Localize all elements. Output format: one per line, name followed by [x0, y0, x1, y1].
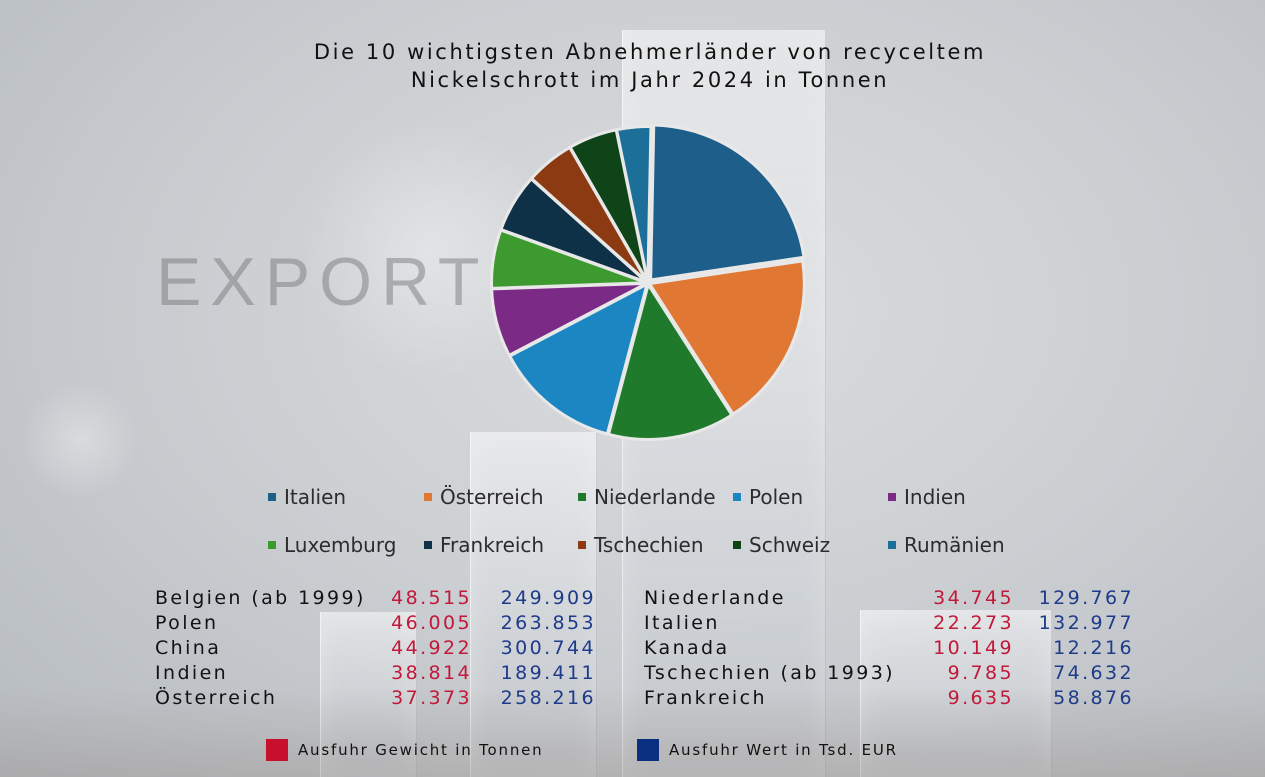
legend-item-indien: Indien — [888, 485, 966, 509]
legend-swatch — [733, 493, 741, 501]
legend-item-schweiz: Schweiz — [733, 533, 830, 557]
key-value-swatch — [637, 739, 659, 761]
country-name: Indien — [155, 662, 229, 684]
legend-swatch — [424, 493, 432, 501]
legend-item-niederlande: Niederlande — [578, 485, 716, 509]
chart-title-line-2: Nickelschrott im Jahr 2024 in Tonnen — [410, 68, 890, 92]
legend-item-frankreich: Frankreich — [424, 533, 544, 557]
legend-swatch — [733, 541, 741, 549]
legend-label: Rumänien — [904, 533, 1005, 557]
key-value-label: Ausfuhr Wert in Tsd. EUR — [669, 741, 898, 759]
country-name: Belgien (ab 1999) — [155, 587, 366, 609]
pie-slice-österreich — [646, 259, 806, 417]
pie-slice-italien — [649, 123, 806, 282]
export-value: 129.767 — [1038, 587, 1134, 609]
table-row: Österreich 37.373 258.216 — [155, 687, 600, 711]
table-row: Italien 22.273 132.977 — [644, 612, 1134, 636]
table-row: Tschechien (ab 1993) 9.785 74.632 — [644, 662, 1134, 686]
pie-slice-polen — [507, 281, 650, 436]
legend-item-italien: Italien — [268, 485, 346, 509]
legend-label: Tschechien — [594, 533, 704, 557]
legend-item-polen: Polen — [733, 485, 803, 509]
export-value: 189.411 — [500, 662, 596, 684]
key-weight-label: Ausfuhr Gewicht in Tonnen — [298, 741, 544, 759]
legend-swatch — [578, 493, 586, 501]
legend-swatch — [888, 541, 896, 549]
legend-item-österreich: Österreich — [424, 485, 544, 509]
legend-item-tschechien: Tschechien — [578, 533, 704, 557]
export-weight: 9.635 — [947, 687, 1014, 709]
export-weight: 10.149 — [933, 637, 1014, 659]
country-name: Österreich — [155, 687, 278, 709]
export-weight: 22.273 — [933, 612, 1014, 634]
key-weight: Ausfuhr Gewicht in Tonnen — [266, 738, 544, 762]
legend-label: Niederlande — [594, 485, 716, 509]
chart-title: Die 10 wichtigsten Abnehmerländer von re… — [0, 38, 1265, 94]
export-weight: 37.373 — [391, 687, 472, 709]
key-value: Ausfuhr Wert in Tsd. EUR — [637, 738, 898, 762]
legend-swatch — [888, 493, 896, 501]
export-weight: 9.785 — [947, 662, 1014, 684]
table-row: Frankreich 9.635 58.876 — [644, 687, 1134, 711]
export-weight: 46.005 — [391, 612, 472, 634]
legend-swatch — [268, 541, 276, 549]
country-name: Tschechien (ab 1993) — [644, 662, 895, 684]
legend-label: Polen — [749, 485, 804, 509]
legend-item-luxemburg: Luxemburg — [268, 533, 396, 557]
pie-slice-rumänien — [614, 125, 653, 282]
export-value: 12.216 — [1053, 637, 1134, 659]
table-row: Kanada 10.149 12.216 — [644, 637, 1134, 661]
export-value: 249.909 — [500, 587, 596, 609]
export-weight: 44.922 — [391, 637, 472, 659]
key-weight-swatch — [266, 739, 288, 761]
country-name: Kanada — [644, 637, 730, 659]
country-name: Niederlande — [644, 587, 786, 609]
export-watermark: EXPORT — [156, 244, 489, 320]
legend-label: Frankreich — [440, 533, 545, 557]
export-weight: 34.745 — [933, 587, 1014, 609]
legend-label: Italien — [284, 485, 347, 509]
country-name: Italien — [644, 612, 720, 634]
export-value: 258.216 — [500, 687, 596, 709]
country-name: China — [155, 637, 222, 659]
table-row: China 44.922 300.744 — [155, 637, 600, 661]
table-row: Indien 38.814 189.411 — [155, 662, 600, 686]
table-row: Belgien (ab 1999) 48.515 249.909 — [155, 587, 600, 611]
chart-title-line-1: Die 10 wichtigsten Abnehmerländer von re… — [313, 40, 987, 64]
legend-label: Indien — [904, 485, 966, 509]
pie-chart — [490, 123, 806, 441]
export-value: 132.977 — [1038, 612, 1134, 634]
legend-swatch — [268, 493, 276, 501]
export-value: 300.744 — [500, 637, 596, 659]
export-weight: 48.515 — [391, 587, 472, 609]
export-value: 58.876 — [1053, 687, 1134, 709]
country-name: Frankreich — [644, 687, 767, 709]
export-value: 263.853 — [500, 612, 596, 634]
country-name: Polen — [155, 612, 219, 634]
legend-swatch — [578, 541, 586, 549]
legend-item-rumänien: Rumänien — [888, 533, 1005, 557]
legend-label: Luxemburg — [284, 533, 397, 557]
table-row: Polen 46.005 263.853 — [155, 612, 600, 636]
legend-label: Österreich — [440, 485, 544, 509]
table-row: Niederlande 34.745 129.767 — [644, 587, 1134, 611]
pie-slice-niederlande — [606, 280, 734, 441]
legend-swatch — [424, 541, 432, 549]
export-weight: 38.814 — [391, 662, 472, 684]
legend-label: Schweiz — [749, 533, 831, 557]
export-value: 74.632 — [1053, 662, 1134, 684]
